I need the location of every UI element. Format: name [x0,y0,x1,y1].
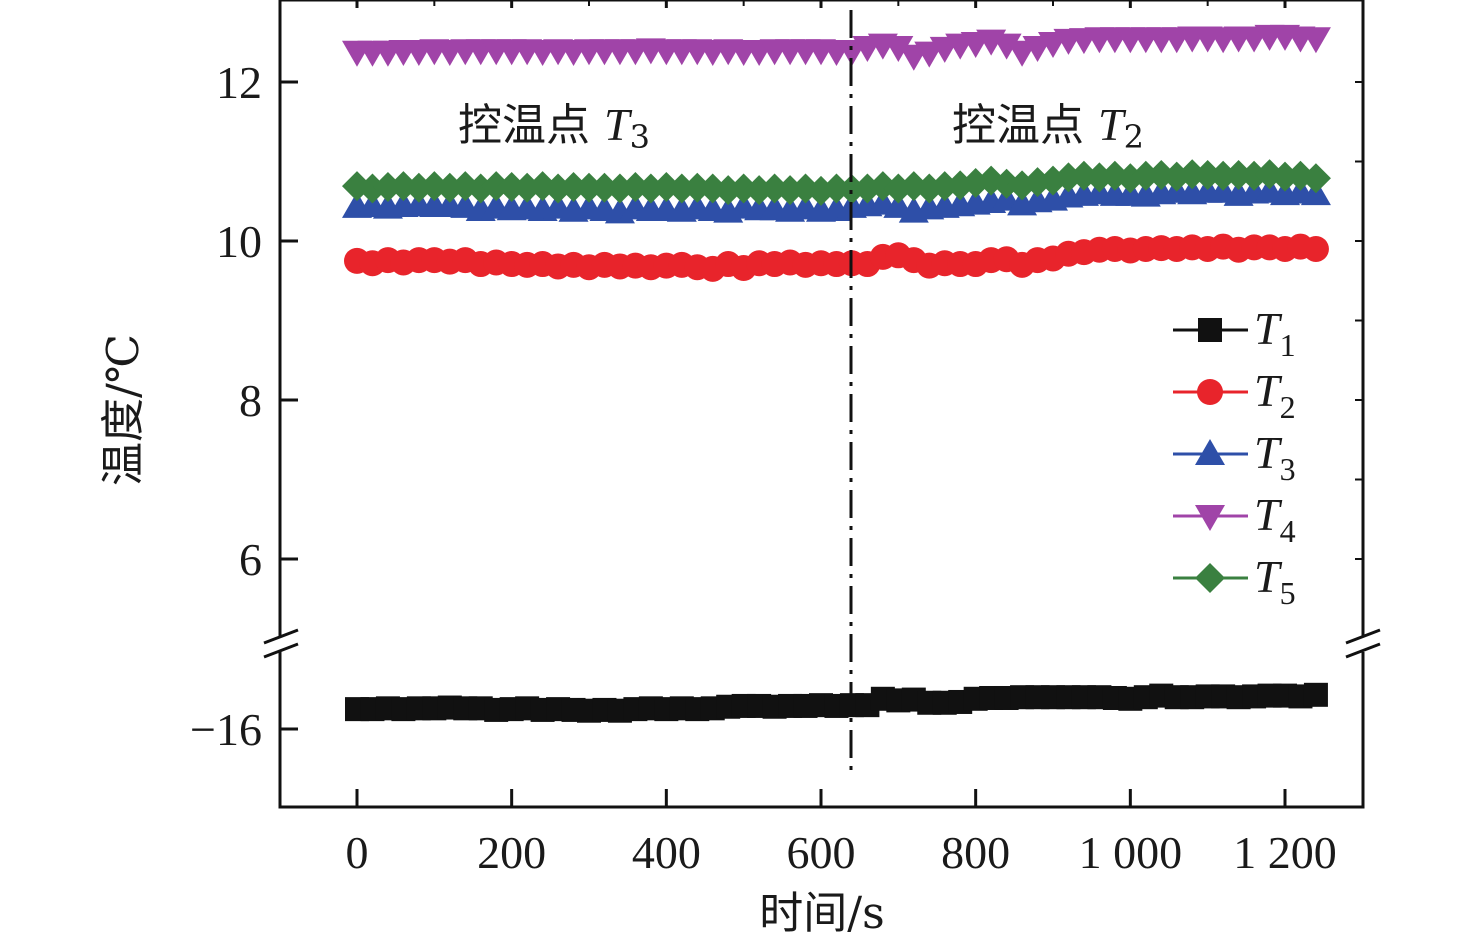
data-point [574,172,604,203]
x-tick-label: 200 [477,827,546,878]
data-point [991,33,1022,60]
y-tick-label: 12 [216,57,262,108]
legend-item: T2 [1173,365,1296,425]
x-tick-label: 600 [787,827,856,878]
series-T5 [342,159,1331,206]
annotation-left: 控温点 T3 [458,99,650,156]
legend-item: T5 [1173,551,1296,611]
legend-label: T5 [1254,551,1296,611]
data-point [1302,235,1329,262]
legend-marker [1198,318,1222,342]
series-T1 [345,682,1328,723]
x-tick-label: 0 [346,827,369,878]
legend-item: T3 [1173,427,1296,487]
y-axis-title: 温度/℃ [98,334,149,486]
data-point [1300,163,1331,194]
x-tick-label: 400 [632,827,701,878]
y-tick-label: −16 [190,704,262,755]
legend-label: T2 [1254,365,1296,425]
x-axis: 0 200 400 600 800 1 000 1 200 [346,0,1337,878]
series-layer [342,24,1331,723]
legend-item: T4 [1173,489,1296,549]
data-point [1300,27,1331,54]
y-axis: −16 6 8 10 12 [190,57,1363,755]
legend-marker [1195,563,1225,593]
axis-break-left [263,628,299,659]
axis-break-right [1345,628,1381,659]
x-tick-label: 1 200 [1233,827,1337,878]
series-T3 [342,176,1331,224]
legend-label: T3 [1254,427,1296,487]
x-tick-label: 800 [941,827,1010,878]
data-point [1303,682,1328,707]
annotation-right: 控温点 T2 [952,99,1144,156]
y-tick-label: 8 [239,375,262,426]
data-point [496,171,527,202]
legend-label: T1 [1254,303,1296,363]
legend-marker [1195,439,1225,465]
legend-marker [1195,505,1225,531]
series-T4 [342,24,1331,71]
x-tick-label: 1 000 [1079,827,1183,878]
series-T2 [344,233,1329,282]
x-axis-title: 时间/s [759,888,884,939]
legend-marker [1197,379,1223,405]
y-tick-label: 6 [239,534,262,585]
legend-label: T4 [1254,489,1296,549]
data-point [883,36,914,63]
legend-item: T1 [1173,303,1296,363]
y-tick-label: 10 [216,216,262,267]
